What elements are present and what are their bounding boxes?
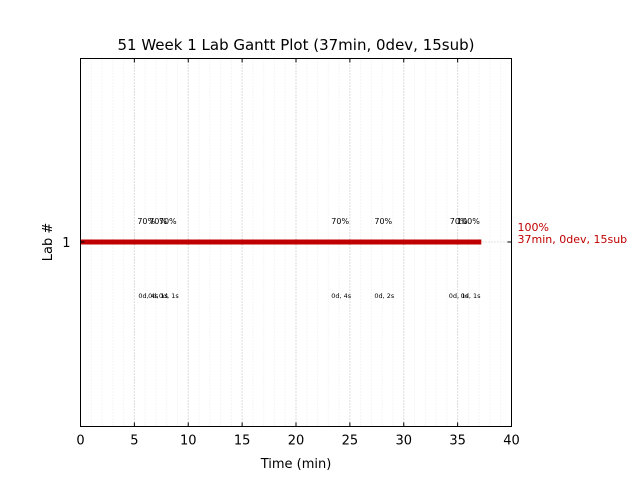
milestone-label-above: 100% [457, 217, 480, 226]
x-tick-label: 25 [342, 434, 359, 449]
milestone-label-below: 0d, 4s [331, 292, 352, 300]
milestone-label-above: 70% [149, 217, 167, 226]
milestone-label-below: 0d, 1s [148, 292, 169, 300]
milestone-label-below: 0d, 2s [374, 292, 395, 300]
y-axis-label: Lab # [41, 223, 56, 262]
x-tick-label: 35 [449, 434, 466, 449]
axes-layer: 0 5 10 15 20 25 30 35 40 1 [62, 58, 520, 449]
x-tick-label: 0 [76, 434, 84, 449]
milestone-label-above: 70% [374, 217, 392, 226]
x-tick-label: 30 [395, 434, 412, 449]
row-end-label-percent: 100% [518, 221, 549, 234]
x-tick-label: 5 [130, 434, 138, 449]
chart-title: 51 Week 1 Lab Gantt Plot (37min, 0dev, 1… [117, 36, 474, 54]
milestone-label-below: 0d, 1s [461, 292, 482, 300]
x-tick-label: 10 [180, 434, 197, 449]
row-end-label-summary: 37min, 0dev, 15sub [518, 233, 628, 246]
milestone-label-above: 70% [159, 217, 177, 226]
milestone-label-above: 70% [331, 217, 349, 226]
x-tick-label: 15 [234, 434, 251, 449]
milestone-label-below: 0d, 1s [449, 292, 470, 300]
milestone-label-below: 0d, 1s [159, 292, 180, 300]
y-tick-label: 1 [62, 236, 70, 251]
milestone-label-above: 70% [137, 217, 155, 226]
x-axis-label: Time (min) [260, 457, 332, 472]
x-tick-label: 40 [503, 434, 520, 449]
milestone-label-below: 0d, 4s [138, 292, 159, 300]
bars-layer [80, 239, 482, 245]
gantt-bar [80, 239, 482, 245]
x-tick-label: 20 [288, 434, 305, 449]
milestone-label-above: 70% [450, 217, 468, 226]
